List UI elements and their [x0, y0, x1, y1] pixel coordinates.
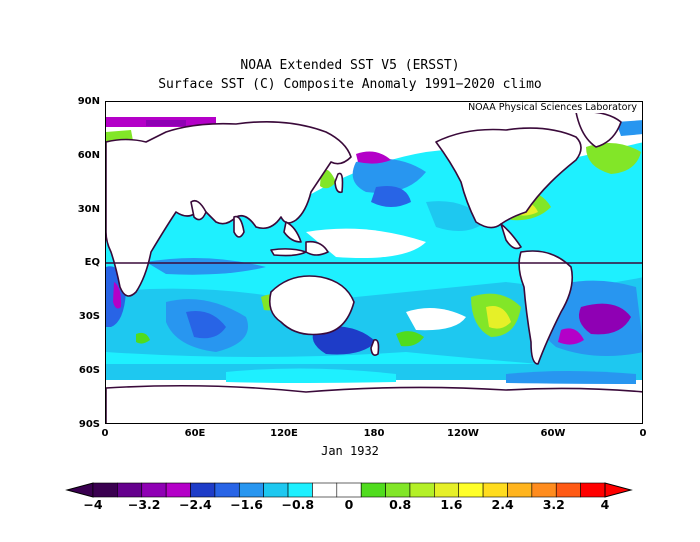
lon-label-60w: 60W	[540, 428, 566, 439]
colorbar-max-arrow	[604, 482, 633, 498]
lon-label-0: 0	[101, 428, 109, 439]
colorbar-tick-label: 2.4	[491, 497, 514, 512]
colorbar-swatch	[141, 482, 167, 498]
colorbar-min-arrow	[65, 482, 94, 498]
lon-label-120e: 120E	[270, 428, 298, 439]
colorbar-swatch	[507, 482, 533, 498]
sst-anomaly-map: NOAA Physical Sciences Laboratory	[105, 101, 643, 424]
chart-title: NOAA Extended SST V5 (ERSST)	[240, 58, 460, 73]
colorbar-swatch	[238, 482, 264, 498]
colorbar-swatch	[531, 482, 557, 498]
colorbar	[65, 482, 633, 498]
colorbar-tick-label: 0	[344, 497, 354, 512]
colorbar-tick-label: −2.4	[179, 497, 212, 512]
colorbar-swatch	[165, 482, 191, 498]
colorbar-swatch	[190, 482, 216, 498]
colorbar-swatch	[482, 482, 508, 498]
lat-label-90n: 90N	[77, 96, 100, 107]
lon-label-180: 180	[363, 428, 385, 439]
lat-label-60s: 60S	[78, 365, 100, 376]
date-label: Jan 1932	[321, 444, 379, 458]
lat-label-30s: 30S	[78, 311, 100, 322]
colorbar-swatch	[336, 482, 362, 498]
lon-label-120w: 120W	[447, 428, 479, 439]
colorbar-swatch	[385, 482, 411, 498]
lat-label-30n: 30N	[77, 204, 100, 215]
colorbar-tick-label: −3.2	[127, 497, 161, 512]
colorbar-tick-label: 0.8	[389, 497, 412, 512]
continents	[106, 110, 642, 423]
colorbar-tick-label: −0.8	[281, 497, 315, 512]
colorbar-swatch	[287, 482, 313, 498]
colorbar-swatch	[263, 482, 289, 498]
credit-label: NOAA Physical Sciences Laboratory	[466, 102, 639, 113]
colorbar-tick-label: −4	[83, 497, 103, 512]
colorbar-tick-label: 3.2	[542, 497, 565, 512]
colorbar-swatch	[92, 482, 118, 498]
chart-subtitle: Surface SST (C) Composite Anomaly 1991−2…	[158, 77, 542, 92]
lon-label-60e: 60E	[184, 428, 206, 439]
colorbar-swatch	[214, 482, 240, 498]
colorbar-tick-label: 4	[600, 497, 610, 512]
colorbar-tick-label: 1.6	[440, 497, 463, 512]
colorbar-swatch	[360, 482, 386, 498]
lat-label-eq: EQ	[84, 257, 100, 268]
colorbar-swatch	[555, 482, 581, 498]
anomaly-fields	[106, 102, 642, 423]
colorbar-swatch	[580, 482, 606, 498]
colorbar-swatch	[434, 482, 460, 498]
lon-label-0-east: 0	[639, 428, 647, 439]
colorbar-swatch	[312, 482, 338, 498]
colorbar-tick-label: −1.6	[230, 497, 263, 512]
lat-label-60n: 60N	[77, 150, 100, 161]
colorbar-swatch	[117, 482, 143, 498]
map-canvas	[106, 102, 642, 423]
colorbar-swatch	[409, 482, 435, 498]
lat-label-90s: 90S	[78, 419, 100, 430]
colorbar-swatch	[458, 482, 484, 498]
